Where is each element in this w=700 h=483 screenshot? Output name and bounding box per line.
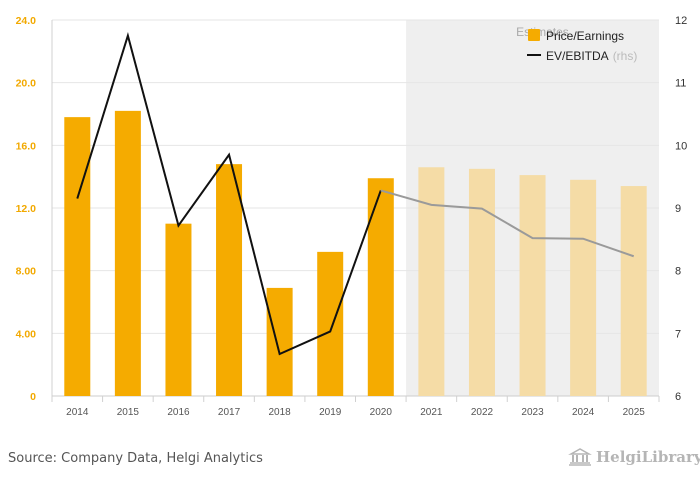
x-tick-label: 2018 [269,407,292,418]
x-tick-label: 2019 [319,407,342,418]
x-tick-label: 2024 [572,407,595,418]
x-tick-label: 2017 [218,407,241,418]
legend-line-label: EV/EBITDA [546,49,609,63]
axes [51,20,660,402]
bar [468,168,495,396]
left-tick-label: 16.0 [16,140,37,152]
x-tick-label: 2023 [521,407,544,418]
left-tick-label: 24.0 [16,15,37,27]
legend-line-entry: EV/EBITDA (rhs) [546,49,637,63]
library-building-icon [568,448,592,466]
legend-line-suffix: (rhs) [613,49,638,63]
line-series-estimate [380,189,635,258]
left-tick-label: 12.0 [16,203,37,215]
right-tick-label: 6 [675,391,681,403]
gridlines [52,19,659,334]
left-tick-label: 0 [30,391,36,403]
bar [216,164,243,396]
x-tick-label: 2021 [420,407,443,418]
right-tick-label: 9 [675,203,681,215]
right-tick-label: 8 [675,266,681,278]
bar [367,178,394,396]
bar [620,186,647,396]
right-tick-label: 12 [675,15,687,27]
x-tick-label: 2022 [471,407,494,418]
bar [266,287,293,396]
bar [570,179,597,396]
bar [519,175,546,396]
chart: 0 4.00 8.00 12.0 16.0 20.0 24.0 6 7 8 9 10 11 12 2014 2… [16,15,688,418]
x-tick-label: 2014 [66,407,89,418]
left-tick-label: 4.00 [16,328,37,340]
source-note: Source: Company Data, Helgi Analytics [8,451,263,466]
x-tick-label: 2020 [370,407,393,418]
line-series [76,32,635,356]
x-tick-label: 2015 [117,407,140,418]
left-tick-label: 8.00 [16,266,37,278]
legend[interactable]: Price/Earnings EV/EBITDA (rhs) [527,29,637,63]
bar [165,223,192,396]
right-tick-label: 10 [675,140,687,152]
helgi-library-logo[interactable]: HelgiLibrary [568,448,700,466]
left-tick-label: 20.0 [16,78,37,90]
line-series-actual [76,32,382,356]
x-tick-label: 2016 [167,407,190,418]
legend-bar-label: Price/Earnings [546,29,624,43]
legend-bar-swatch [528,29,540,41]
bar [64,117,91,396]
bar [114,110,141,396]
x-tick-label: 2025 [623,407,646,418]
axis-labels: 0 4.00 8.00 12.0 16.0 20.0 24.0 6 7 8 9 10 11 12 2014 2… [16,15,688,418]
right-tick-label: 11 [675,78,686,90]
logo-text: HelgiLibrary [596,448,700,466]
bar-series [64,110,647,396]
bar [317,251,344,396]
right-tick-label: 7 [675,328,681,340]
